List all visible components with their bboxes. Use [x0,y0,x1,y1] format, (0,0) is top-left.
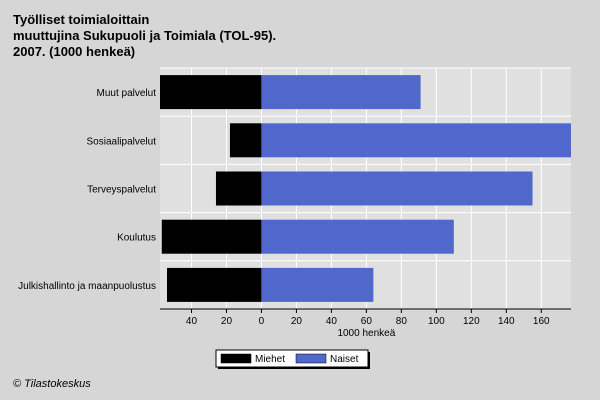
x-tick-label: 120 [463,316,480,327]
x-tick-label: 0 [259,316,265,327]
chart-title: Työlliset toimialoittain muuttujina Suku… [13,12,276,60]
category-label: Terveyspalvelut [87,185,156,196]
bar-miehet [161,219,262,254]
chart-title-line-3: 2007. (1000 henkeä) [13,44,136,59]
x-tick-label: 20 [291,316,303,327]
chart-title-line-2: muuttujina Sukupuoli ja Toimiala (TOL-95… [13,28,277,43]
x-tick-label: 100 [428,316,445,327]
x-tick-label: 140 [498,316,515,327]
x-axis-title: 1000 henkeä [337,328,395,339]
x-tick-label: 60 [361,316,373,327]
x-tick-label: 40 [186,316,198,327]
category-label: Julkishallinto ja maanpuolustus [18,281,156,292]
legend-box [215,349,369,368]
chart-title-line-1: Työlliset toimialoittain [13,12,150,27]
legend-label-miehet: Miehet [255,354,285,365]
bar-naiset [261,123,571,158]
copyright-footer: © Tilastokeskus [13,378,91,390]
bar-miehet [215,171,262,206]
x-tick-label: 20 [221,316,233,327]
bar-naiset [261,219,454,254]
bar-miehet [160,75,262,110]
legend-swatch-naiset [295,353,327,364]
category-label: Sosiaalipalvelut [87,136,157,147]
category-label: Koulutus [117,233,156,244]
bar-naiset [261,267,374,302]
bar-naiset [261,171,533,206]
legend-label-naiset: Naiset [330,354,359,365]
legend-swatch-miehet [220,353,252,364]
x-tick-label: 160 [533,316,550,327]
bar-naiset [261,75,421,110]
x-tick-label: 40 [326,316,338,327]
x-tick-label: 80 [396,316,408,327]
bar-miehet [166,267,262,302]
bar-miehet [229,123,262,158]
category-label: Muut palvelut [97,88,157,99]
